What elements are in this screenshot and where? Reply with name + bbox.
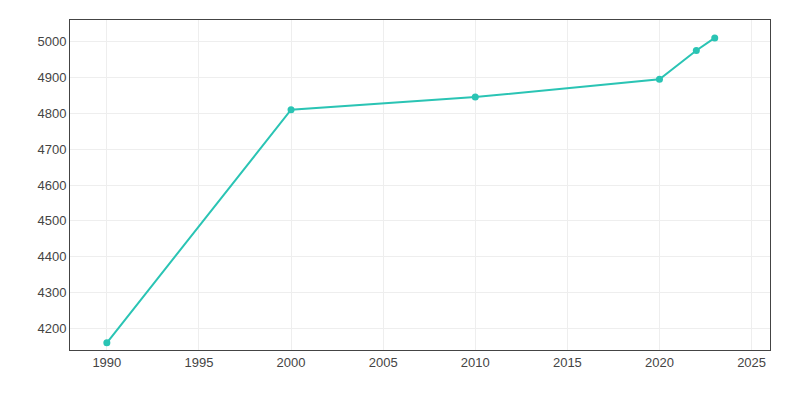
svg-text:1990: 1990 <box>92 355 121 370</box>
svg-text:4600: 4600 <box>37 178 66 193</box>
svg-text:4400: 4400 <box>37 249 66 264</box>
svg-text:2015: 2015 <box>553 355 582 370</box>
svg-text:2000: 2000 <box>277 355 306 370</box>
svg-text:4800: 4800 <box>37 106 66 121</box>
svg-text:4500: 4500 <box>37 213 66 228</box>
svg-text:4700: 4700 <box>37 142 66 157</box>
svg-text:4300: 4300 <box>37 285 66 300</box>
svg-text:2010: 2010 <box>461 355 490 370</box>
svg-text:4200: 4200 <box>37 321 66 336</box>
svg-text:5000: 5000 <box>37 34 66 49</box>
svg-text:1995: 1995 <box>184 355 213 370</box>
svg-text:2020: 2020 <box>645 355 674 370</box>
svg-text:2005: 2005 <box>369 355 398 370</box>
svg-text:2025: 2025 <box>737 355 766 370</box>
svg-text:4900: 4900 <box>37 70 66 85</box>
